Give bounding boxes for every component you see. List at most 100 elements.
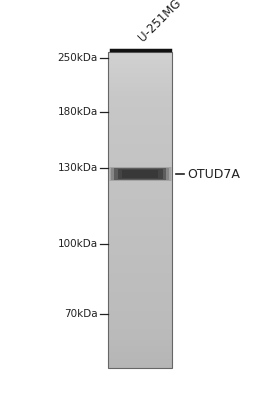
Bar (108, 310, 172, 311)
Bar (108, 129, 172, 130)
Bar (108, 251, 172, 252)
Bar (108, 315, 172, 316)
Bar (108, 153, 172, 154)
Bar (108, 346, 172, 347)
Bar (108, 307, 172, 308)
Bar (108, 285, 172, 286)
Bar (108, 130, 172, 131)
Bar (108, 93, 172, 94)
Bar (108, 228, 172, 229)
Bar (108, 254, 172, 255)
Bar (108, 75, 172, 76)
Bar (108, 97, 172, 98)
Bar (108, 160, 172, 162)
Bar (108, 253, 172, 254)
Bar (108, 147, 172, 148)
Bar (108, 223, 172, 224)
Bar (108, 347, 172, 348)
Text: 70kDa: 70kDa (64, 309, 98, 319)
Bar (108, 286, 172, 287)
Bar (108, 244, 172, 245)
Bar (108, 151, 172, 152)
Bar (108, 327, 172, 328)
Bar (108, 116, 172, 117)
Bar (108, 206, 172, 207)
Bar (108, 300, 172, 302)
Text: 100kDa: 100kDa (58, 239, 98, 249)
Bar (108, 236, 172, 237)
Bar (108, 55, 172, 56)
Bar (108, 140, 172, 142)
Bar (108, 67, 172, 68)
Bar (108, 125, 172, 126)
Bar (108, 216, 172, 217)
Bar (108, 267, 172, 268)
Bar (108, 211, 172, 212)
Bar (108, 170, 172, 171)
Bar (108, 135, 172, 136)
Bar (108, 73, 172, 74)
Bar (108, 262, 172, 263)
Bar (108, 198, 172, 200)
Bar (108, 146, 172, 147)
Bar (108, 218, 172, 220)
Bar (108, 232, 172, 233)
Bar (108, 53, 172, 54)
Bar (108, 264, 172, 265)
Bar (108, 107, 172, 108)
Bar (108, 233, 172, 234)
Bar (108, 54, 172, 55)
Bar (108, 126, 172, 127)
Bar (108, 144, 172, 145)
Bar (108, 240, 172, 242)
Bar (108, 263, 172, 264)
Bar (108, 255, 172, 256)
Bar (108, 243, 172, 244)
Bar (118, 169, 163, 179)
Bar (108, 367, 172, 368)
Bar (108, 154, 172, 155)
Bar (108, 209, 172, 210)
Bar (108, 167, 172, 168)
Bar (108, 224, 172, 225)
Bar (108, 355, 172, 356)
Bar (108, 361, 172, 362)
Bar (108, 328, 172, 329)
Bar (122, 170, 158, 178)
Bar (108, 192, 172, 193)
Bar (108, 96, 172, 97)
Bar (108, 258, 172, 260)
Bar (108, 89, 172, 90)
Bar (108, 115, 172, 116)
Bar (108, 235, 172, 236)
Bar (108, 321, 172, 322)
Bar (108, 57, 172, 58)
Bar (108, 133, 172, 134)
Bar (108, 95, 172, 96)
Bar (108, 295, 172, 296)
Bar (108, 114, 172, 115)
Bar (108, 195, 172, 196)
Text: 180kDa: 180kDa (57, 107, 98, 117)
Bar (108, 294, 172, 295)
Bar (108, 350, 172, 351)
Bar (108, 278, 172, 280)
Bar (108, 322, 172, 323)
Bar (108, 150, 172, 151)
Bar (108, 109, 172, 110)
Bar (108, 287, 172, 288)
Bar (108, 131, 172, 132)
Bar (108, 172, 172, 173)
Bar (108, 79, 172, 80)
Bar (108, 364, 172, 365)
Bar (108, 268, 172, 269)
Bar (108, 326, 172, 327)
Bar (108, 185, 172, 186)
Bar (108, 182, 172, 183)
Bar (108, 275, 172, 276)
Bar (108, 334, 172, 335)
Bar (108, 132, 172, 133)
Bar (108, 314, 172, 315)
Bar (108, 203, 172, 204)
Bar (108, 174, 172, 175)
